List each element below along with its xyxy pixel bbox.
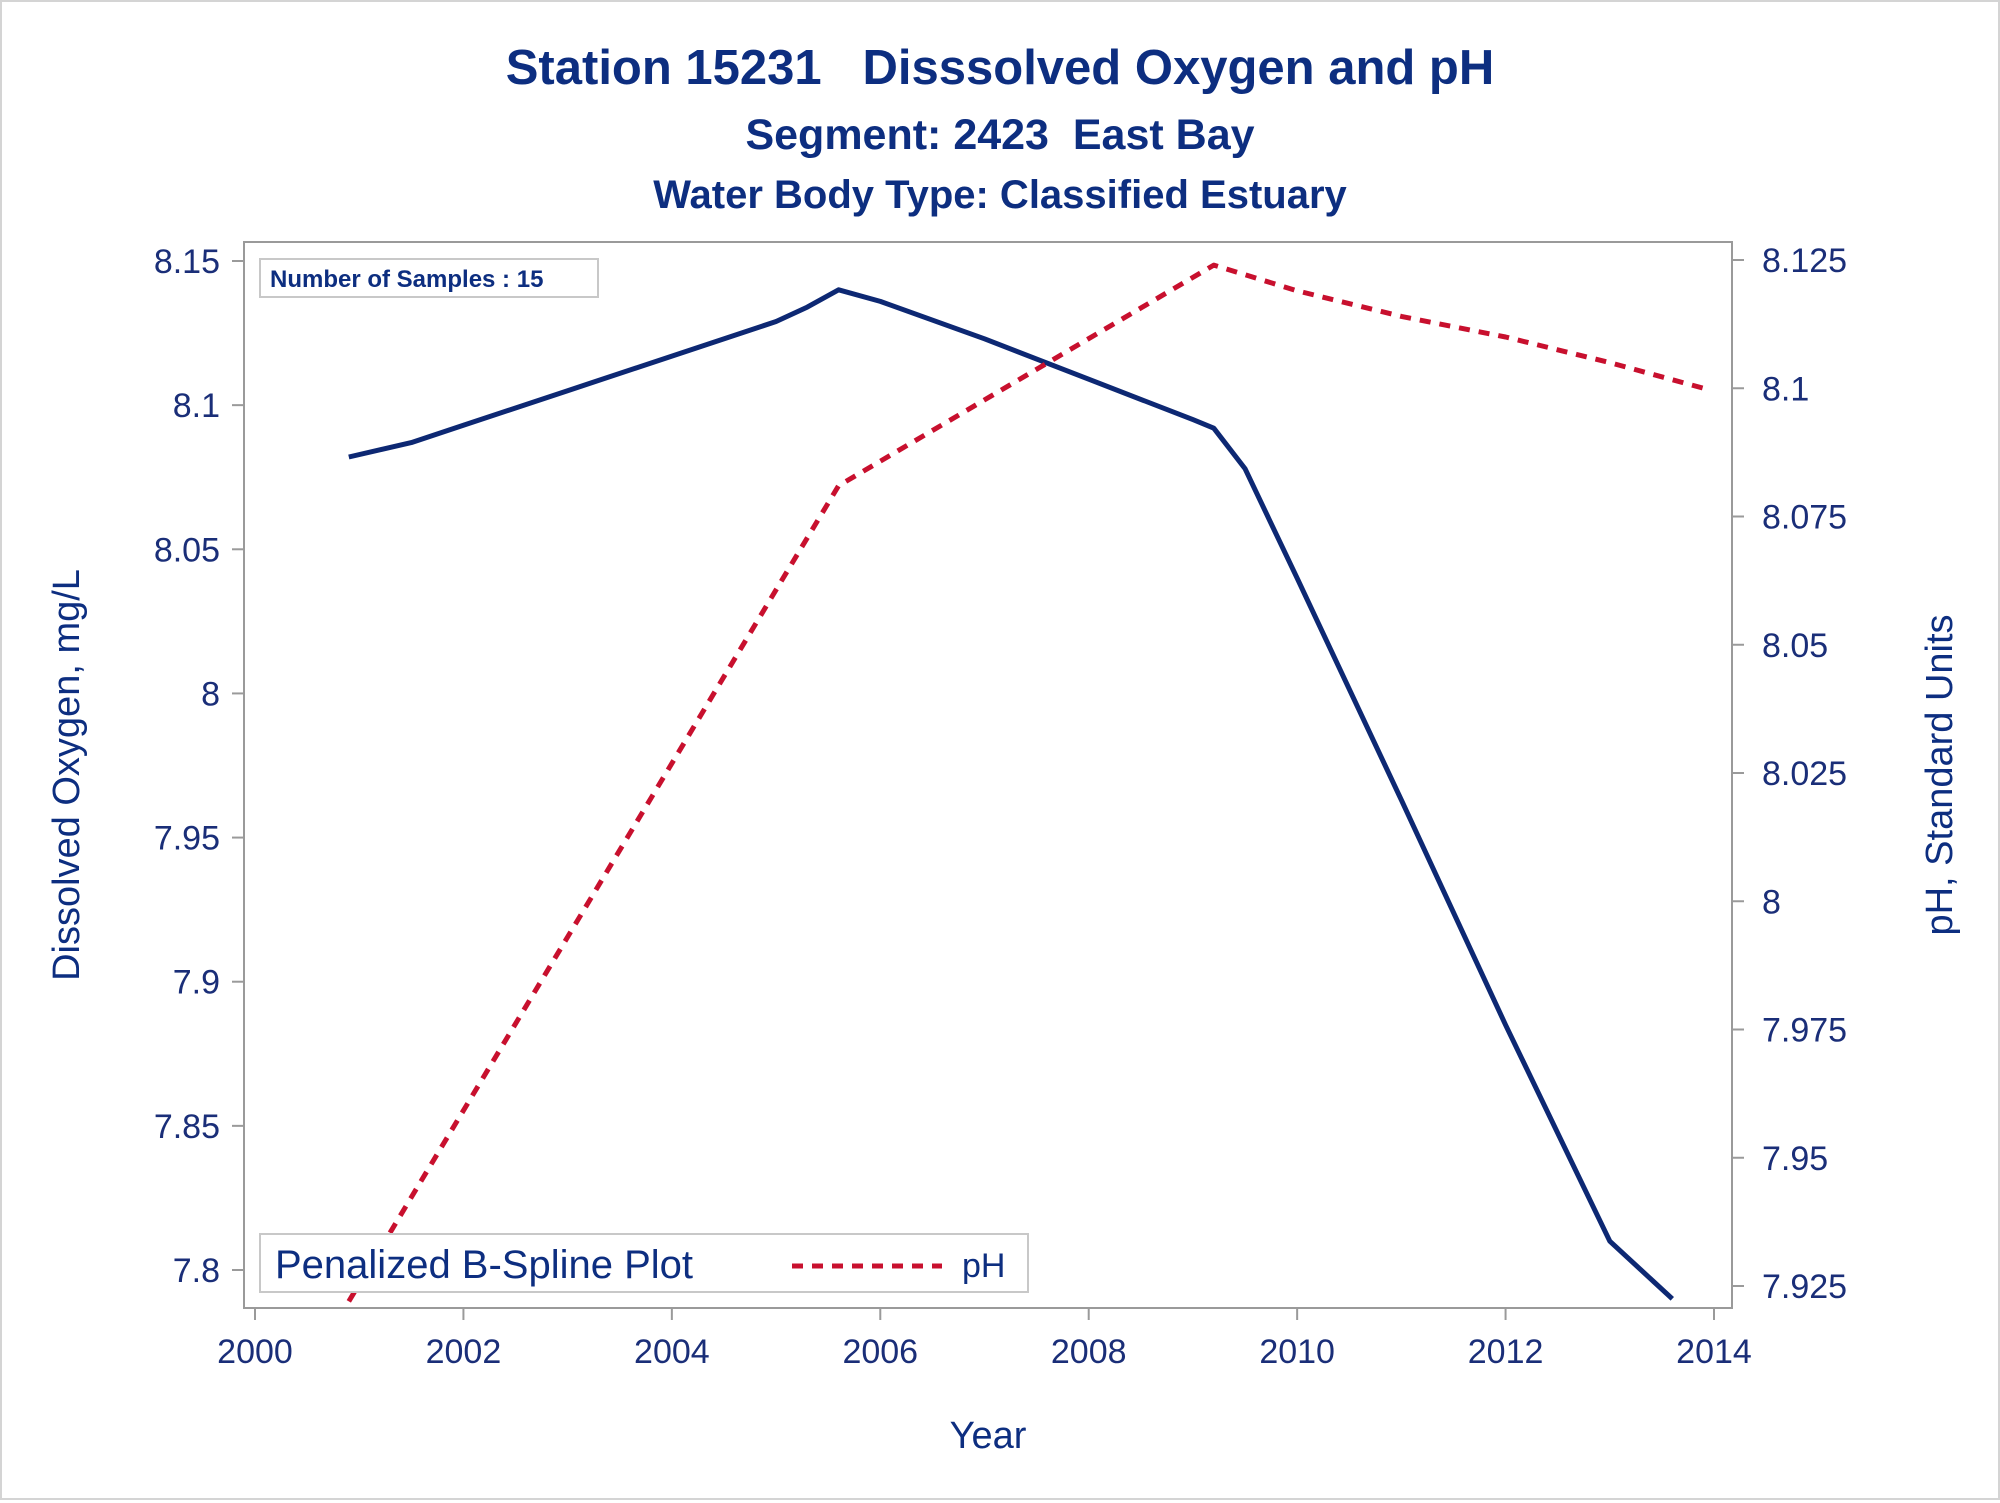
sample-count-text: Number of Samples : 15	[270, 266, 543, 293]
y2-tick-label: 7.975	[1762, 1012, 1847, 1050]
x-tick-label: 2002	[426, 1333, 502, 1371]
y2-tick-label: 8.1	[1762, 370, 1809, 408]
y2-tick-label: 8.125	[1762, 242, 1847, 280]
y2-tick-label: 8.025	[1762, 755, 1847, 793]
y-axis-left: 7.8 7.85 7.9 7.95 8 8.05 8.1 8.15	[154, 243, 244, 1290]
plot-area	[243, 241, 1733, 1309]
y-tick-label: 8.1	[173, 387, 220, 425]
y-tick-label: 7.95	[154, 820, 220, 858]
y2-tick-label: 7.925	[1762, 1268, 1847, 1306]
y-tick-label: 8.05	[154, 531, 220, 569]
y-tick-label: 8	[201, 675, 220, 713]
y-tick-label: 7.85	[154, 1108, 220, 1146]
y-tick-label: 7.8	[173, 1252, 220, 1290]
legend-title: Penalized B-Spline Plot	[275, 1243, 693, 1287]
x-tick-label: 2014	[1676, 1333, 1752, 1371]
y-tick-label: 7.9	[173, 964, 220, 1002]
y-tick-label: 8.15	[154, 243, 220, 281]
x-tick-label: 2010	[1259, 1333, 1335, 1371]
legend: Penalized B-Spline Plot pH	[259, 1233, 1029, 1293]
y2-tick-label: 8.075	[1762, 499, 1847, 537]
chart-title: Station 15231 Disssolved Oxygen and pH	[506, 41, 1495, 95]
x-tick-label: 2008	[1051, 1333, 1127, 1371]
y-axis-right: 7.925 7.95 7.975 8 8.025 8.05 8.075 8.1 8.125	[1732, 242, 1847, 1306]
legend-box	[259, 1233, 1029, 1293]
x-tick-label: 2004	[634, 1333, 710, 1371]
x-tick-label: 2000	[217, 1333, 293, 1371]
y2-tick-label: 8.05	[1762, 627, 1828, 665]
x-axis-label: Year	[950, 1415, 1027, 1457]
ph-series-line	[346, 262, 1705, 1303]
chart-subtitle-waterbody: Water Body Type: Classified Estuary	[653, 173, 1347, 217]
x-tick-label: 2006	[842, 1333, 918, 1371]
y2-tick-label: 7.95	[1762, 1140, 1828, 1178]
dissolved-oxygen-series-line	[348, 287, 1674, 1301]
sample-count-box	[259, 258, 599, 298]
x-axis: 2000 2002 2004 2006 2008 2010 2012 2014	[217, 1308, 1752, 1371]
x-tick-label: 2012	[1468, 1333, 1544, 1371]
series-layer	[346, 262, 1705, 1303]
y-axis-label: Dissolved Oxygen, mg/L	[46, 569, 88, 981]
y2-axis-label: pH, Standard Units	[1919, 614, 1961, 935]
legend-ph-label: pH	[962, 1247, 1005, 1285]
y2-tick-label: 8	[1762, 883, 1781, 921]
chart-subtitle-segment: Segment: 2423 East Bay	[745, 111, 1254, 159]
